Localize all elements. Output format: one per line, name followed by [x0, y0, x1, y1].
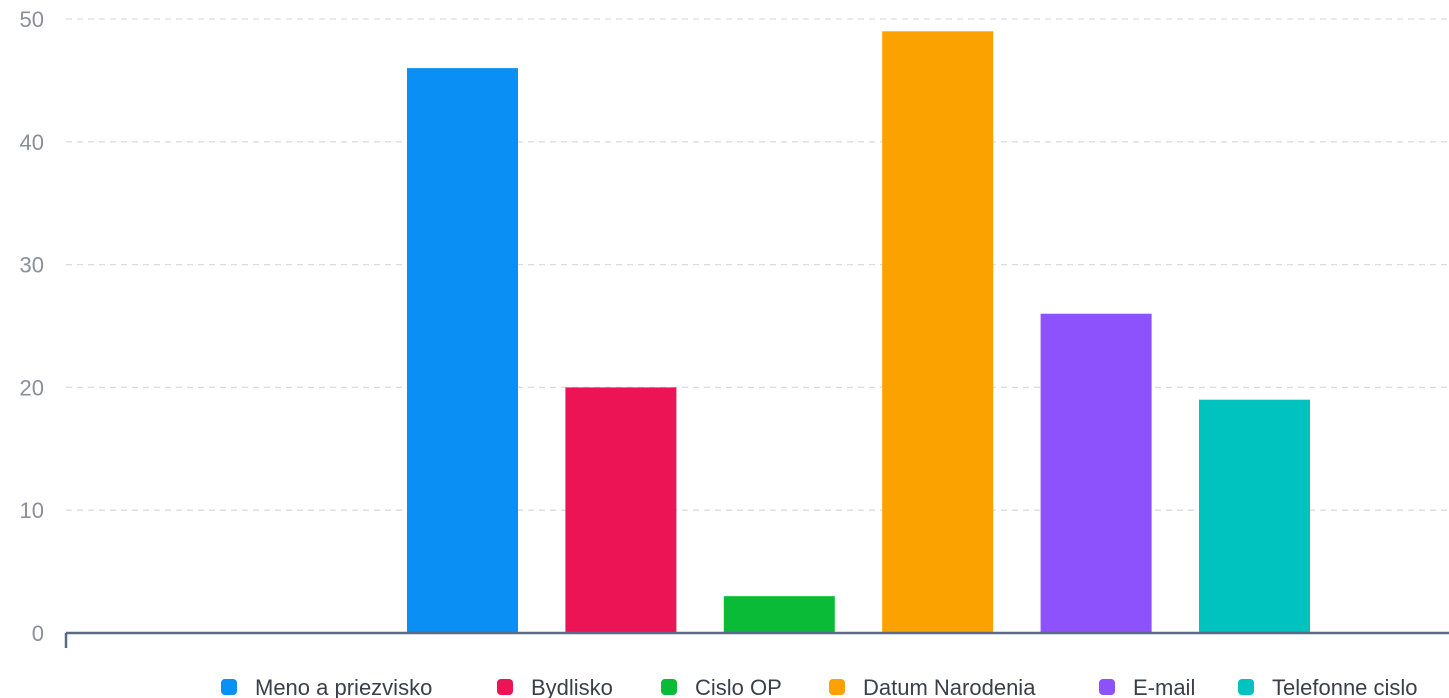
- bar-e-mail: [1040, 313, 1152, 633]
- legend-swatch: [1099, 679, 1115, 695]
- legend-swatch: [829, 679, 845, 695]
- legend-item-e-mail[interactable]: E-mail: [1099, 675, 1195, 698]
- bar-telefonne-cislo: [1199, 399, 1310, 633]
- bar-cislo-op: [723, 596, 835, 633]
- legend: Meno a priezvisko Bydlisko Cislo OP Datum N…: [221, 675, 1418, 698]
- y-tick-label: 20: [20, 375, 44, 400]
- legend-item-bydlisko[interactable]: Bydlisko: [497, 675, 613, 698]
- bars: [407, 31, 1310, 634]
- y-tick-label: 50: [20, 7, 44, 32]
- y-tick-label: 40: [20, 130, 44, 155]
- legend-label: Cislo OP: [695, 675, 782, 698]
- legend-label: Bydlisko: [531, 675, 613, 698]
- bar-datum-narodenia: [882, 31, 994, 633]
- legend-label: E-mail: [1133, 675, 1195, 698]
- legend-swatch: [661, 679, 677, 695]
- legend-swatch: [1238, 679, 1254, 695]
- bar-meno-a-priezvisko: [407, 68, 518, 634]
- legend-swatch: [221, 679, 237, 695]
- y-axis-ticks: 0 10 20 30 40 50: [20, 7, 44, 646]
- y-tick-label: 10: [20, 498, 44, 523]
- legend-label: Meno a priezvisko: [255, 675, 432, 698]
- bar-bydlisko: [565, 387, 677, 633]
- legend-swatch: [497, 679, 513, 695]
- legend-label: Telefonne cislo: [1272, 675, 1418, 698]
- legend-item-cislo-op[interactable]: Cislo OP: [661, 675, 782, 698]
- y-tick-label: 30: [20, 253, 44, 278]
- legend-item-meno-a-priezvisko[interactable]: Meno a priezvisko: [221, 675, 432, 698]
- legend-label: Datum Narodenia: [863, 675, 1036, 698]
- y-tick-label: 0: [32, 621, 44, 646]
- legend-item-datum-narodenia[interactable]: Datum Narodenia: [829, 675, 1036, 698]
- legend-item-telefonne-cislo[interactable]: Telefonne cislo: [1238, 675, 1418, 698]
